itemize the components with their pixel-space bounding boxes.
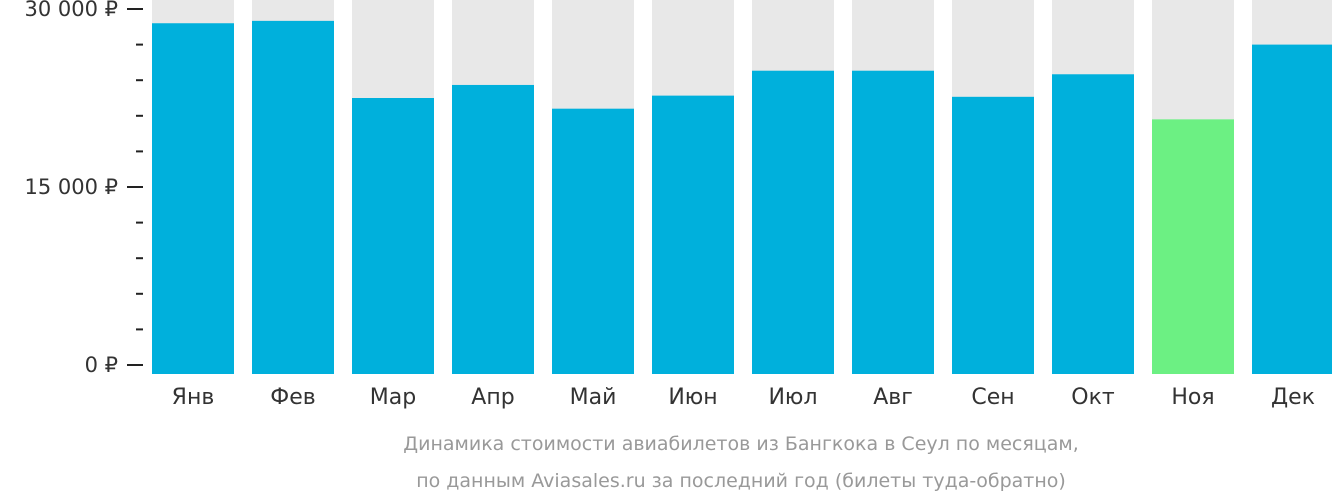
- x-tick-label: Апр: [471, 385, 514, 410]
- bar-Авг[interactable]: [852, 70, 934, 374]
- bar-Мар[interactable]: [352, 98, 434, 374]
- bar-Окт[interactable]: [1052, 74, 1134, 375]
- x-tick-label: Авг: [873, 385, 913, 410]
- x-tick-label: Июн: [668, 385, 717, 410]
- y-tick-label: 30 000 ₽: [24, 0, 118, 21]
- bar-Сен[interactable]: [952, 96, 1034, 375]
- bar-Апр[interactable]: [452, 84, 534, 375]
- bar-Ноя[interactable]: [1152, 119, 1234, 374]
- bar-Дек[interactable]: [1252, 44, 1332, 374]
- y-tick-label: 15 000 ₽: [24, 175, 118, 199]
- x-tick-label: Сен: [971, 385, 1014, 410]
- bar-Июл[interactable]: [752, 70, 834, 374]
- x-tick-label: Окт: [1071, 385, 1115, 410]
- chart-title: Динамика стоимости авиабилетов из Бангко…: [403, 433, 1079, 455]
- x-tick-label: Мар: [370, 385, 416, 410]
- x-tick-label: Фев: [270, 385, 315, 410]
- x-tick-label: Дек: [1271, 385, 1315, 410]
- x-tick-label: Ноя: [1171, 385, 1214, 410]
- bar-Июн[interactable]: [652, 95, 734, 375]
- x-tick-label: Май: [570, 385, 617, 410]
- chart-subtitle: по данным Aviasales.ru за последний год …: [416, 470, 1066, 492]
- bar-Май[interactable]: [552, 108, 634, 375]
- x-tick-label: Июл: [768, 385, 817, 410]
- bar-Фев[interactable]: [252, 20, 334, 374]
- y-tick-label: 0 ₽: [85, 353, 118, 377]
- bar-Янв[interactable]: [152, 23, 234, 375]
- x-tick-label: Янв: [172, 385, 215, 410]
